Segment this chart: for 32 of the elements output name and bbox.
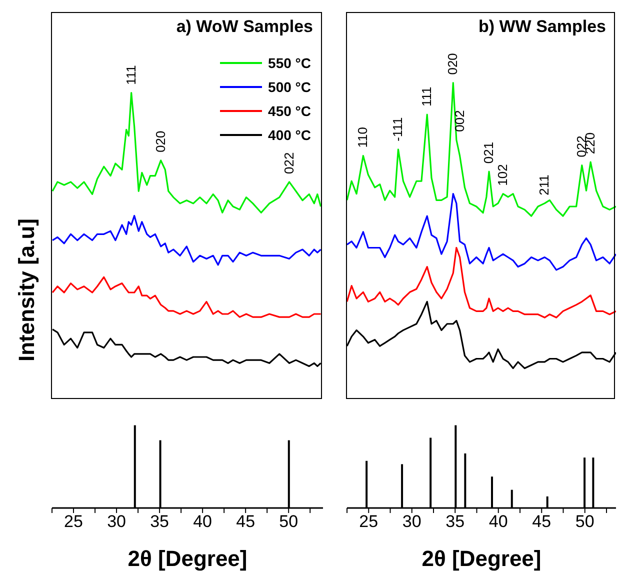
x-axis-title: 2θ [Degree]	[420, 546, 542, 572]
annotation: 022	[281, 152, 296, 174]
x-tick-label: 40	[488, 512, 508, 532]
annotation: 102	[495, 164, 510, 186]
legend-label: 550 °C	[268, 55, 311, 71]
x-tick-label: 25	[64, 512, 83, 532]
x-tick-label: 30	[402, 512, 422, 532]
x-tick-label: 35	[150, 512, 169, 532]
annotation: 020	[152, 130, 168, 152]
x-axis-title: 2θ [Degree]	[126, 546, 248, 572]
x-tick-label: 50	[575, 512, 594, 532]
x-tick-label: 40	[193, 512, 212, 532]
annotation: 111	[419, 86, 434, 107]
legend-label: 450 °C	[268, 103, 311, 119]
annotation: 020	[445, 53, 460, 75]
annotation: 021	[481, 142, 496, 164]
x-tick-label: 35	[446, 512, 465, 532]
annotation: 002	[452, 110, 467, 132]
chart-title: b) WW Samples	[478, 17, 606, 37]
x-tick-label: 25	[359, 512, 378, 532]
x-tick-label: 45	[532, 512, 552, 532]
legend-label: 400 °C	[268, 127, 311, 143]
annotation: -111	[390, 117, 406, 142]
annotation: 211	[536, 174, 552, 196]
legend-label: 500 °C	[268, 79, 311, 95]
x-tick-label: 30	[107, 512, 126, 532]
annotation: 110	[355, 127, 370, 148]
chart-title: a) WoW Samples	[176, 17, 313, 37]
y-axis-title: Intensity [a.u]	[14, 218, 40, 362]
annotation: 111	[123, 65, 138, 85]
x-tick-label: 45	[236, 512, 256, 532]
x-tick-label: 50	[279, 512, 298, 532]
